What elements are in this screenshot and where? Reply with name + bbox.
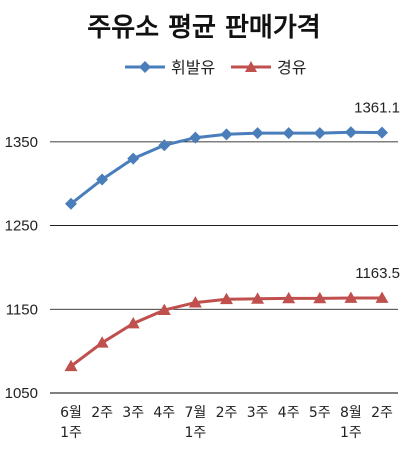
chart-title: 주유소 평균 판매가격 — [87, 13, 320, 43]
x-tick-label-line: 1주 — [60, 425, 82, 441]
y-tick-label: 1150 — [6, 301, 38, 318]
x-tick-label-line: 7월 — [185, 405, 207, 421]
data-point — [95, 336, 109, 348]
legend-marker-gasoline — [139, 61, 151, 73]
data-label: 1163.5 — [355, 265, 400, 282]
x-tick-label: 3주 — [122, 405, 144, 421]
x-tick-label: 7월 1주 — [185, 405, 207, 441]
legend: 휘발유 경유 — [125, 58, 306, 77]
data-point — [189, 131, 202, 144]
data-point — [251, 292, 265, 304]
x-tick-label-line: 3주 — [247, 405, 269, 421]
data-point — [188, 296, 202, 308]
data-point — [313, 127, 326, 140]
x-tick-label-line: 2주 — [371, 405, 393, 421]
data-point — [282, 291, 296, 304]
x-tick-label: 4주 — [153, 405, 175, 421]
x-tick-label: 4주 — [278, 405, 300, 421]
data-point — [282, 127, 295, 140]
x-tick-label-line: 8월 — [340, 405, 362, 421]
x-tick-label: 2주 — [371, 405, 393, 421]
y-tick-label: 1350 — [5, 134, 38, 151]
data-point — [96, 173, 109, 186]
x-tick-label: 6월 1주 — [60, 405, 82, 441]
series-line — [70, 130, 383, 205]
data-point — [376, 126, 388, 139]
x-tick-label: 2주 — [91, 405, 113, 421]
series-line — [70, 296, 382, 368]
y-tick-labels: 1050 1150 1250 1350 — [5, 134, 38, 402]
x-tick-label-line: 4주 — [278, 405, 300, 421]
x-tick-label: 2주 — [216, 405, 238, 421]
data-point — [375, 291, 389, 303]
series-gasoline — [65, 126, 388, 210]
x-tick-label-line: 1주 — [340, 425, 362, 441]
x-tick-label-line: 3주 — [122, 405, 144, 421]
legend-marker-diesel — [245, 61, 257, 72]
data-label: 1361.1 — [354, 100, 400, 117]
series — [64, 126, 389, 372]
x-tick-label-line: 6월 — [60, 405, 82, 421]
data-point — [64, 359, 78, 372]
x-tick-label: 3주 — [247, 405, 269, 421]
data-point — [220, 292, 233, 305]
x-tick-label-line: 2주 — [216, 405, 238, 421]
grid-lines — [50, 141, 398, 394]
series-diesel — [64, 291, 389, 372]
annotations: 1361.1 1163.5 — [354, 100, 400, 282]
data-point — [251, 127, 264, 140]
data-point — [344, 126, 357, 139]
y-tick-label: 1250 — [5, 218, 38, 235]
data-point — [127, 152, 140, 165]
data-point — [157, 303, 171, 315]
legend-label-diesel: 경유 — [277, 58, 306, 77]
data-point — [158, 139, 171, 152]
x-tick-label-line: 1주 — [185, 425, 207, 441]
x-tick-label-line: 5주 — [309, 405, 331, 421]
data-point — [344, 291, 358, 303]
x-tick-label: 5주 — [309, 405, 331, 421]
data-point — [313, 291, 327, 304]
x-tick-label-line: 2주 — [91, 405, 113, 421]
data-point — [220, 128, 233, 141]
data-point — [126, 317, 140, 329]
x-tick-label: 8월 1주 — [340, 405, 362, 441]
legend-label-gasoline: 휘발유 — [171, 58, 215, 77]
x-tick-label-line: 4주 — [153, 405, 175, 421]
y-tick-label: 1050 — [5, 385, 38, 402]
data-point — [65, 197, 77, 210]
